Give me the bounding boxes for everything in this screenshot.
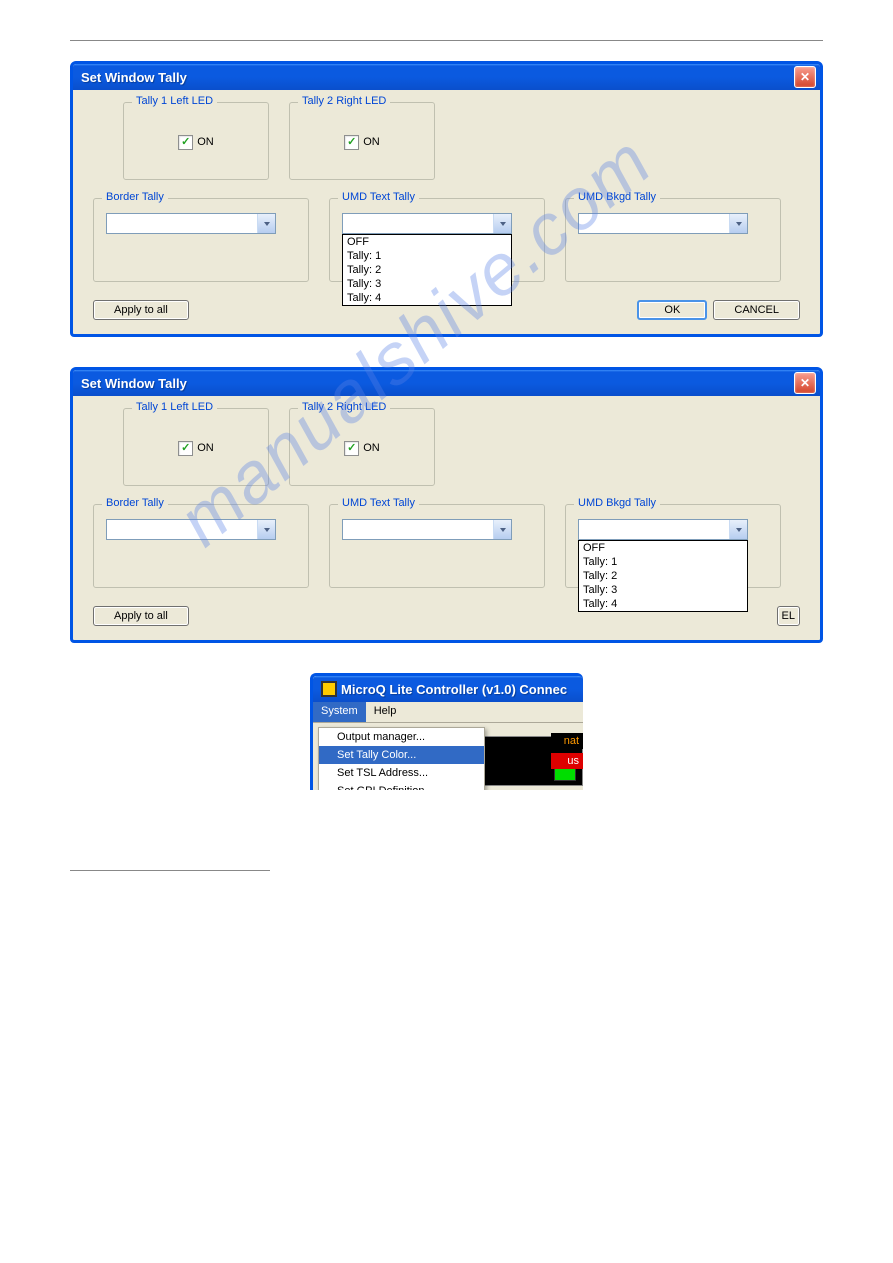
system-menu-dropdown: Output manager... Set Tally Color... Set… bbox=[318, 727, 485, 790]
menu-set-gpi-definition[interactable]: Set GPI Definition... bbox=[319, 782, 484, 790]
chevron-down-icon bbox=[729, 214, 747, 233]
border-tally-group: Border Tally bbox=[93, 504, 309, 588]
umd-bkgd-dropdown: OFF Tally: 1 Tally: 2 Tally: 3 Tally: 4 bbox=[578, 540, 748, 612]
tally1-legend: Tally 1 Left LED bbox=[132, 95, 217, 107]
tally1-label: ON bbox=[197, 442, 214, 454]
tally2-legend: Tally 2 Right LED bbox=[298, 401, 390, 413]
tally1-group: Tally 1 Left LED ✓ ON bbox=[123, 102, 269, 180]
apply-to-all-button[interactable]: Apply to all bbox=[93, 606, 189, 626]
umdbkgd-legend: UMD Bkgd Tally bbox=[574, 497, 660, 509]
titlebar[interactable]: MicroQ Lite Controller (v1.0) Connec bbox=[313, 676, 583, 702]
ok-button[interactable]: OK bbox=[637, 300, 707, 320]
dropdown-option[interactable]: Tally: 4 bbox=[579, 597, 747, 611]
dropdown-option[interactable]: Tally: 2 bbox=[343, 263, 511, 277]
cancel-button-partial[interactable]: EL bbox=[777, 606, 800, 626]
border-tally-select[interactable] bbox=[106, 213, 276, 234]
umdtext-legend: UMD Text Tally bbox=[338, 191, 419, 203]
tally2-label: ON bbox=[363, 442, 380, 454]
chevron-down-icon bbox=[729, 520, 747, 539]
border-tally-group: Border Tally bbox=[93, 198, 309, 282]
close-button[interactable]: ✕ bbox=[794, 372, 816, 394]
checkbox-icon: ✓ bbox=[344, 135, 359, 150]
select-value bbox=[343, 214, 493, 233]
tally1-label: ON bbox=[197, 136, 214, 148]
app-icon bbox=[321, 681, 337, 697]
umd-bkgd-tally-group: UMD Bkgd Tally OFF Tally: 1 Tally: 2 Tal… bbox=[565, 504, 781, 588]
tally1-legend: Tally 1 Left LED bbox=[132, 401, 217, 413]
tally2-group: Tally 2 Right LED ✓ ON bbox=[289, 102, 435, 180]
tally1-group: Tally 1 Left LED ✓ ON bbox=[123, 408, 269, 486]
menu-set-tally-color[interactable]: Set Tally Color... bbox=[319, 746, 484, 764]
menu-set-tsl-address[interactable]: Set TSL Address... bbox=[319, 764, 484, 782]
checkbox-icon: ✓ bbox=[178, 441, 193, 456]
umd-text-tally-select[interactable] bbox=[342, 213, 512, 234]
apply-to-all-button[interactable]: Apply to all bbox=[93, 300, 189, 320]
window-title: Set Window Tally bbox=[81, 376, 794, 391]
border-tally-select[interactable] bbox=[106, 519, 276, 540]
dropdown-option[interactable]: Tally: 3 bbox=[579, 583, 747, 597]
dropdown-option[interactable]: Tally: 3 bbox=[343, 277, 511, 291]
window-title: MicroQ Lite Controller (v1.0) Connec bbox=[341, 682, 579, 697]
umd-bkgd-tally-group: UMD Bkgd Tally bbox=[565, 198, 781, 282]
titlebar[interactable]: Set Window Tally ✕ bbox=[73, 64, 820, 90]
set-window-tally-dialog-2: Set Window Tally ✕ Tally 1 Left LED ✓ ON… bbox=[70, 367, 823, 643]
menu-system[interactable]: System bbox=[313, 702, 366, 722]
umd-text-dropdown: OFF Tally: 1 Tally: 2 Tally: 3 Tally: 4 bbox=[342, 234, 512, 306]
preview-nat-label: nat bbox=[551, 733, 583, 749]
menubar: System Help bbox=[313, 702, 583, 723]
chevron-down-icon bbox=[493, 520, 511, 539]
dropdown-option[interactable]: Tally: 4 bbox=[343, 291, 511, 305]
window-title: Set Window Tally bbox=[81, 70, 794, 85]
chevron-down-icon bbox=[493, 214, 511, 233]
close-icon: ✕ bbox=[800, 376, 810, 390]
cancel-button[interactable]: CANCEL bbox=[713, 300, 800, 320]
select-value bbox=[579, 520, 729, 539]
checkbox-icon: ✓ bbox=[344, 441, 359, 456]
microq-controller-window: MicroQ Lite Controller (v1.0) Connec Sys… bbox=[310, 673, 583, 790]
select-value bbox=[107, 214, 257, 233]
titlebar[interactable]: Set Window Tally ✕ bbox=[73, 370, 820, 396]
tally1-checkbox[interactable]: ✓ ON bbox=[178, 135, 214, 150]
set-window-tally-dialog-1: Set Window Tally ✕ Tally 1 Left LED ✓ ON… bbox=[70, 61, 823, 337]
chevron-down-icon bbox=[257, 520, 275, 539]
tally1-checkbox[interactable]: ✓ ON bbox=[178, 441, 214, 456]
umd-bkgd-tally-select[interactable] bbox=[578, 213, 748, 234]
divider bbox=[70, 40, 823, 41]
menu-output-manager[interactable]: Output manager... bbox=[319, 728, 484, 746]
tally2-group: Tally 2 Right LED ✓ ON bbox=[289, 408, 435, 486]
border-legend: Border Tally bbox=[102, 191, 168, 203]
tally2-label: ON bbox=[363, 136, 380, 148]
checkbox-icon: ✓ bbox=[178, 135, 193, 150]
umd-text-tally-select[interactable] bbox=[342, 519, 512, 540]
umdtext-legend: UMD Text Tally bbox=[338, 497, 419, 509]
umd-bkgd-tally-select[interactable] bbox=[578, 519, 748, 540]
dropdown-option[interactable]: Tally: 2 bbox=[579, 569, 747, 583]
close-button[interactable]: ✕ bbox=[794, 66, 816, 88]
preview-us-label: us bbox=[551, 753, 583, 769]
dropdown-option[interactable]: OFF bbox=[343, 235, 511, 249]
select-value bbox=[579, 214, 729, 233]
tally2-checkbox[interactable]: ✓ ON bbox=[344, 441, 380, 456]
select-value bbox=[107, 520, 257, 539]
tally2-legend: Tally 2 Right LED bbox=[298, 95, 390, 107]
dropdown-option[interactable]: Tally: 1 bbox=[343, 249, 511, 263]
dropdown-option[interactable]: Tally: 1 bbox=[579, 555, 747, 569]
umd-text-tally-group: UMD Text Tally bbox=[329, 504, 545, 588]
select-value bbox=[343, 520, 493, 539]
chevron-down-icon bbox=[257, 214, 275, 233]
umd-text-tally-group: UMD Text Tally OFF Tally: 1 Tally: 2 Tal… bbox=[329, 198, 545, 282]
tally2-checkbox[interactable]: ✓ ON bbox=[344, 135, 380, 150]
close-icon: ✕ bbox=[800, 70, 810, 84]
umdbkgd-legend: UMD Bkgd Tally bbox=[574, 191, 660, 203]
menu-help[interactable]: Help bbox=[366, 702, 405, 722]
footer-divider bbox=[70, 870, 270, 871]
border-legend: Border Tally bbox=[102, 497, 168, 509]
dropdown-option[interactable]: OFF bbox=[579, 541, 747, 555]
